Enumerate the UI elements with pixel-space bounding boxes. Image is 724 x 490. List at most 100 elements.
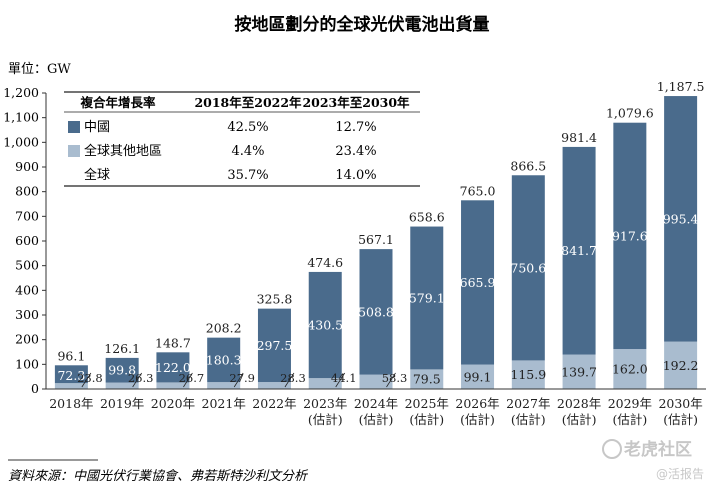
bars: 72.323.8 96.1 99.826.3 126.1 122.026.7 148.7 1… <box>54 79 705 389</box>
data-label-rest-of-world: 26.3 <box>128 371 154 385</box>
leader-line <box>81 372 92 388</box>
data-label-total: 148.7 <box>155 335 191 350</box>
x-tick-label: 2025年 <box>405 396 449 411</box>
y-tick-label: 100 <box>15 356 39 371</box>
table-header: 2023年至2030年 <box>302 95 410 110</box>
table-row-label: 全球 <box>84 167 110 183</box>
data-label-rest-of-world: 192.2 <box>663 358 699 373</box>
data-label-rest-of-world: 26.7 <box>179 371 205 385</box>
bar-china <box>156 352 190 383</box>
data-label-china: 297.5 <box>257 338 293 353</box>
data-label-total: 1,187.5 <box>657 79 705 94</box>
x-tick-label: (估計) <box>663 412 698 427</box>
data-label-china: 122.0 <box>155 360 191 375</box>
bar-china <box>613 122 647 350</box>
x-tick-label: (估計) <box>308 412 343 427</box>
leader-line <box>284 372 295 388</box>
x-tick-label: 2027年 <box>506 396 550 411</box>
unit-label: 單位：GW <box>8 62 71 77</box>
table-cell: 23.4% <box>335 144 376 159</box>
data-label-china: 72.3 <box>57 368 85 383</box>
data-label-total: 567.1 <box>358 232 394 247</box>
watermark-brand: 老虎社区 <box>623 439 692 460</box>
bar-china <box>257 308 291 383</box>
data-label-china: 917.6 <box>612 228 648 243</box>
leader-line <box>132 372 142 388</box>
data-label-rest-of-world: 58.3 <box>382 371 408 385</box>
bar-rest-of-world <box>156 382 190 389</box>
bar-china <box>511 175 545 361</box>
data-label-rest-of-world: 162.0 <box>612 362 648 377</box>
y-axis: 0 100 200 300 400 500 600 700 800 900 1,000 1,100 1,… <box>3 85 47 396</box>
data-label-total: 325.8 <box>257 292 293 307</box>
x-tick-label: (估計) <box>359 412 394 427</box>
x-tick-label: 2023年 <box>303 396 347 411</box>
data-label-china: 750.6 <box>510 260 546 275</box>
x-tick-label: 2022年 <box>252 396 296 411</box>
watermark: 老虎社区 @活报告 <box>602 439 704 481</box>
x-axis: 2018年 2019年 2020年 2021年 2022年 2023年(估計)2024年(… <box>46 388 706 427</box>
table-cell: 35.7% <box>227 168 268 183</box>
data-label-china: 430.5 <box>307 318 343 333</box>
leader-line <box>386 372 396 388</box>
x-tick-label: 2028年 <box>557 396 601 411</box>
x-tick-label: 2021年 <box>202 396 246 411</box>
y-tick-label: 0 <box>31 381 39 396</box>
bar-china <box>207 337 241 383</box>
data-label-total: 1,079.6 <box>606 106 654 121</box>
data-label-total: 126.1 <box>104 341 140 356</box>
data-label-total: 658.6 <box>409 210 445 225</box>
bar-rest-of-world <box>664 341 698 389</box>
x-tick-label: (估計) <box>460 412 495 427</box>
data-label-rest-of-world: 44.1 <box>331 371 357 385</box>
x-tick-label: 2019年 <box>100 396 144 411</box>
bar-china <box>359 249 393 375</box>
table-header: 2018年至2022年 <box>194 95 302 110</box>
watermark-handle: @活报告 <box>656 466 704 481</box>
y-tick-label: 700 <box>15 208 39 223</box>
bar-china <box>410 226 444 370</box>
legend-swatch <box>68 121 80 133</box>
table-header: 複合年增長率 <box>79 95 156 110</box>
x-tick-label: (估計) <box>409 412 444 427</box>
table-cell: 4.4% <box>231 144 264 159</box>
table-cell: 14.0% <box>335 168 376 183</box>
data-label-rest-of-world: 27.9 <box>229 371 255 385</box>
data-label-rest-of-world: 115.9 <box>510 367 546 382</box>
x-tick-label: (估計) <box>562 412 597 427</box>
table-row-label: 全球其他地區 <box>84 143 162 159</box>
bar-china <box>461 200 495 365</box>
x-tick-label: 2020年 <box>151 396 195 411</box>
y-tick-label: 200 <box>15 332 39 347</box>
y-tick-label: 800 <box>15 184 39 199</box>
y-tick-label: 400 <box>15 282 39 297</box>
source-note: 資料來源：中國光伏行業協會、弗若斯特沙利文分析 <box>8 468 309 484</box>
bar-china <box>664 96 698 342</box>
x-tick-label: 2018年 <box>49 396 93 411</box>
data-label-total: 208.2 <box>206 321 242 336</box>
bar-rest-of-world <box>410 369 444 389</box>
chart-title: 按地區劃分的全球光伏電池出貨量 <box>235 14 490 35</box>
bar-rest-of-world <box>207 382 241 389</box>
y-tick-label: 900 <box>15 159 39 174</box>
table-row-label: 中國 <box>84 120 110 135</box>
data-label-china: 180.3 <box>206 352 242 367</box>
data-label-rest-of-world: 99.1 <box>464 369 492 384</box>
data-label-total: 96.1 <box>57 348 85 363</box>
data-label-china: 508.8 <box>358 304 394 319</box>
legend-swatch <box>68 145 80 157</box>
bar-rest-of-world <box>54 383 88 389</box>
tiger-logo-icon <box>602 439 622 459</box>
table-cell: 42.5% <box>227 120 268 135</box>
y-tick-label: 500 <box>15 258 39 273</box>
data-label-total: 866.5 <box>510 158 546 173</box>
x-tick-label: 2026年 <box>455 396 499 411</box>
bar-rest-of-world <box>511 360 545 389</box>
table-cell: 12.7% <box>335 120 376 135</box>
y-tick-label: 300 <box>15 307 39 322</box>
data-label-total: 981.4 <box>561 130 597 145</box>
bar-china <box>308 271 342 379</box>
data-label-china: 665.9 <box>460 275 496 290</box>
